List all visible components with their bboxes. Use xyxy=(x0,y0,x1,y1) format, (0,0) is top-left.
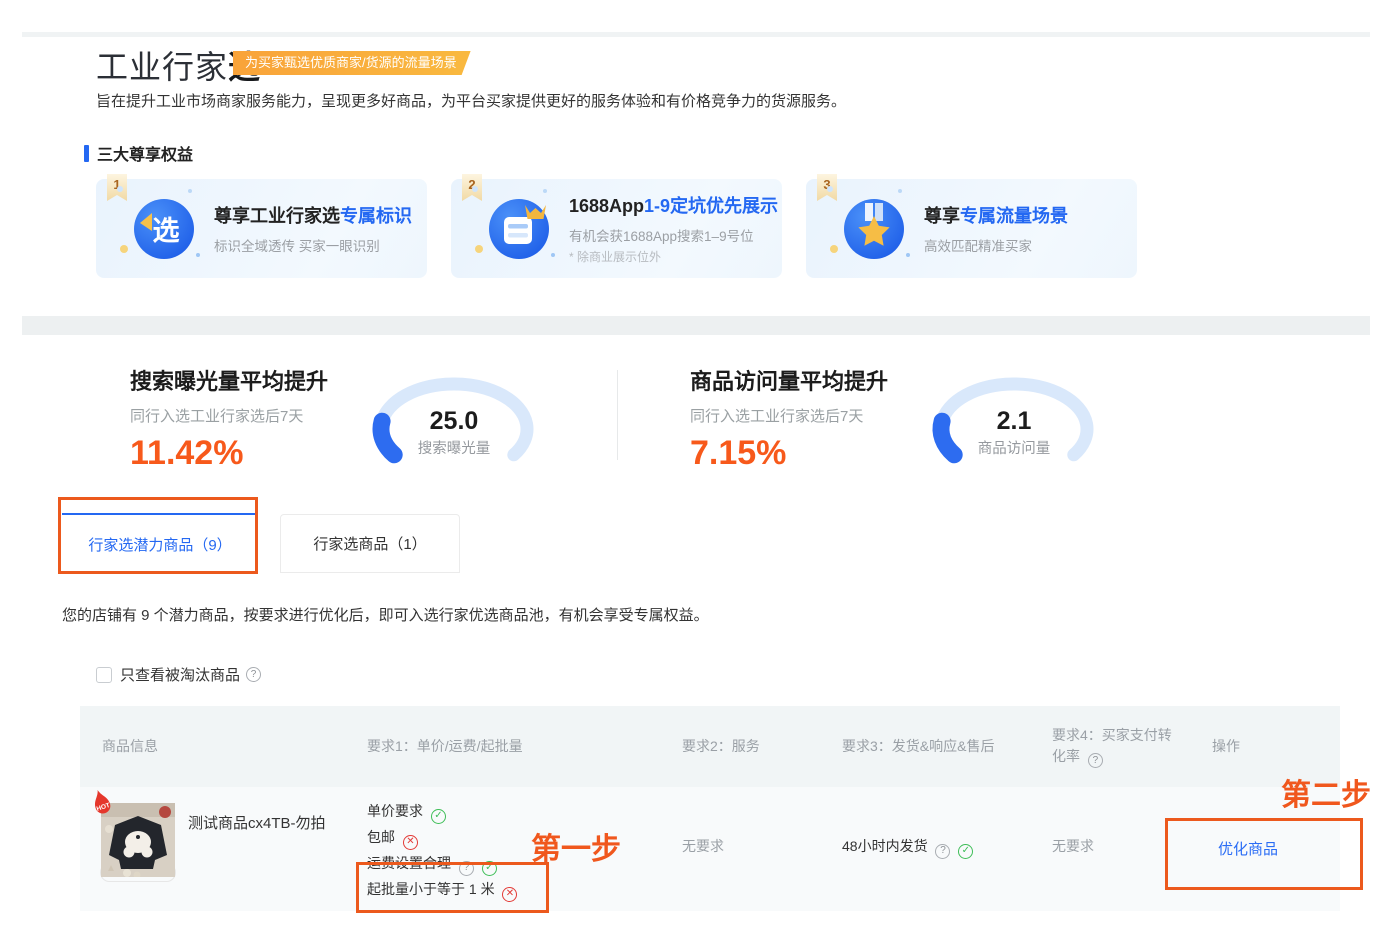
rank-1-ribbon-icon: 1 xyxy=(107,174,127,201)
filter-row: 只查看被淘汰商品 ? xyxy=(96,664,262,685)
gauge-value: 2.1 xyxy=(997,407,1032,435)
annotation-box-tab xyxy=(58,497,258,574)
svg-text:选: 选 xyxy=(153,216,180,246)
eliminated-only-checkbox[interactable] xyxy=(96,666,112,683)
potential-products-notice: 您的店铺有 9 个潜力商品，按要求进行优化后，即可入选行家优选商品池，有机会享受… xyxy=(62,607,709,624)
stat-subtitle: 同行入选工业行家选后7天 xyxy=(130,408,304,425)
tab-potential-products[interactable]: 行家选潜力商品（9） xyxy=(62,513,258,573)
header-action: 操作 xyxy=(1212,738,1240,754)
req-min-batch: 起批量小于等于 1 米 ✕ xyxy=(367,876,660,902)
header-req1: 要求1：单价/运费/起批量 xyxy=(367,738,523,754)
search-exposure-gauge: 25.0 搜索曝光量 xyxy=(366,372,542,477)
benefit-card-note: * 除商业展示位外 xyxy=(569,250,662,264)
action-cell: 优化商品 xyxy=(1190,787,1340,911)
fail-icon: ✕ xyxy=(402,834,418,850)
star-medal-icon xyxy=(830,197,906,261)
stat-percent: 7.15% xyxy=(690,434,787,472)
section-divider-bar xyxy=(22,316,1370,335)
svg-text:HOT: HOT xyxy=(96,802,111,813)
page-title-main: 工业行家 xyxy=(96,49,229,85)
req-unit-price: 单价要求 ✓ xyxy=(367,798,660,824)
section-marker-bar xyxy=(84,144,89,162)
benefit-card-desc: 有机会获1688App搜索1–9号位 xyxy=(569,229,754,244)
table-row: HOT 测试商品cx4TB-勿拍 单价要求 ✓ 包邮 ✕ 运费设置合理 ? xyxy=(80,787,1340,911)
top-divider-strip xyxy=(22,32,1370,37)
header-req3: 要求3：发货&响应&售后 xyxy=(842,738,995,754)
product-name[interactable]: 测试商品cx4TB-勿拍 xyxy=(188,815,326,832)
hot-flame-icon: HOT xyxy=(83,784,123,828)
fail-icon: ✕ xyxy=(502,886,518,902)
potential-products-table: 商品信息 要求1：单价/运费/起批量 要求2：服务 要求3：发货&响应&售后 要… xyxy=(80,706,1340,911)
annotation-step2-label: 第二步 xyxy=(1281,779,1371,812)
benefit-cards: 1 选 尊享工业行家选专属标识 标识全域透传 买家一眼识别 2 xyxy=(96,174,1137,278)
req4-cell: 无要求 xyxy=(1052,838,1094,854)
gauge-value: 25.0 xyxy=(430,407,479,435)
annotation-box-min-batch xyxy=(356,862,549,913)
help-icon[interactable]: ? xyxy=(246,667,262,682)
benefits-section-header: 三大尊享权益 xyxy=(84,141,193,165)
help-icon[interactable]: ? xyxy=(458,860,474,876)
req3-cell: 48小时内发货 ? ✓ xyxy=(820,787,1030,911)
header-req2: 要求2：服务 xyxy=(682,738,760,754)
xuan-circle-icon: 选 xyxy=(120,197,196,261)
rank-3-ribbon-icon: 3 xyxy=(817,174,837,201)
stats-vertical-divider xyxy=(617,370,618,460)
stat-subtitle: 同行入选工业行家选后7天 xyxy=(690,408,864,425)
pass-icon: ✓ xyxy=(481,860,497,876)
product-thumbnail[interactable] xyxy=(100,803,176,882)
gauge-label: 商品访问量 xyxy=(978,440,1051,457)
req2-cell: 无要求 xyxy=(682,838,724,854)
req-free-shipping: 包邮 ✕ xyxy=(367,824,660,850)
help-icon[interactable]: ? xyxy=(1087,753,1103,769)
product-visits-gauge: 2.1 商品访问量 xyxy=(926,372,1102,477)
header-req4: 要求4：买家支付转化率 ? xyxy=(1030,725,1190,769)
benefit-card-title: 1688App1-9定坑优先展示 xyxy=(569,196,779,216)
stat-product-visits: 商品访问量平均提升 同行入选工业行家选后7天 7.15% xyxy=(690,364,930,473)
benefit-card-title: 尊享工业行家选专属标识 xyxy=(214,206,412,226)
benefit-card-app-slots: 2 1688App1-9定坑优先展示 有机会获1688App搜索1–9号位 * … xyxy=(451,174,782,278)
benefit-card-title: 尊享专属流量场景 xyxy=(924,206,1068,226)
benefit-card-badge-mark: 1 选 尊享工业行家选专属标识 标识全域透传 买家一眼识别 xyxy=(96,174,427,278)
product-cell: HOT 测试商品cx4TB-勿拍 xyxy=(80,787,345,911)
stat-percent: 11.42% xyxy=(130,434,244,472)
annotation-step1-label: 第一步 xyxy=(531,833,621,866)
table-header-row: 商品信息 要求1：单价/运费/起批量 要求2：服务 要求3：发货&响应&售后 要… xyxy=(80,706,1340,787)
benefit-card-desc: 标识全域透传 买家一眼识别 xyxy=(214,239,380,254)
page-description: 旨在提升工业市场商家服务能力，呈现更多好商品，为平台买家提供更好的服务体验和有价… xyxy=(96,93,847,110)
stat-title: 商品访问量平均提升 xyxy=(690,369,889,394)
pass-icon: ✓ xyxy=(958,843,974,859)
rank-2-ribbon-icon: 2 xyxy=(462,174,482,201)
title-ribbon-badge: 为买家甄选优质商家/货源的流量场景 xyxy=(233,51,471,75)
stat-title: 搜索曝光量平均提升 xyxy=(130,369,329,394)
stat-search-exposure: 搜索曝光量平均提升 同行入选工业行家选后7天 11.42% xyxy=(130,364,370,473)
header-product-info: 商品信息 xyxy=(102,738,158,754)
ranking-crown-icon xyxy=(475,197,551,261)
gauge-label: 搜索曝光量 xyxy=(418,440,491,457)
benefit-card-traffic: 3 尊享专属流量场景 高效匹配精准买家 xyxy=(806,174,1137,278)
annotation-box-optimize xyxy=(1165,818,1363,890)
benefit-card-desc: 高效匹配精准买家 xyxy=(924,239,1032,254)
help-icon[interactable]: ? xyxy=(935,843,951,859)
optimize-product-button[interactable]: 优化商品 xyxy=(1218,841,1279,858)
tab-selected-products[interactable]: 行家选商品（1） xyxy=(280,514,460,573)
pass-icon: ✓ xyxy=(430,808,446,824)
benefits-section-title: 三大尊享权益 xyxy=(97,147,194,164)
eliminated-only-label: 只查看被淘汰商品 xyxy=(120,667,241,684)
